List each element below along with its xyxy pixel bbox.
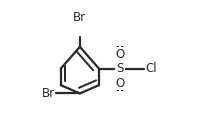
Text: O: O bbox=[115, 48, 125, 60]
Text: O: O bbox=[115, 77, 125, 90]
Text: Cl: Cl bbox=[145, 62, 157, 75]
Text: Br: Br bbox=[73, 11, 86, 24]
Text: S: S bbox=[116, 62, 124, 75]
Text: Br: Br bbox=[42, 87, 55, 100]
